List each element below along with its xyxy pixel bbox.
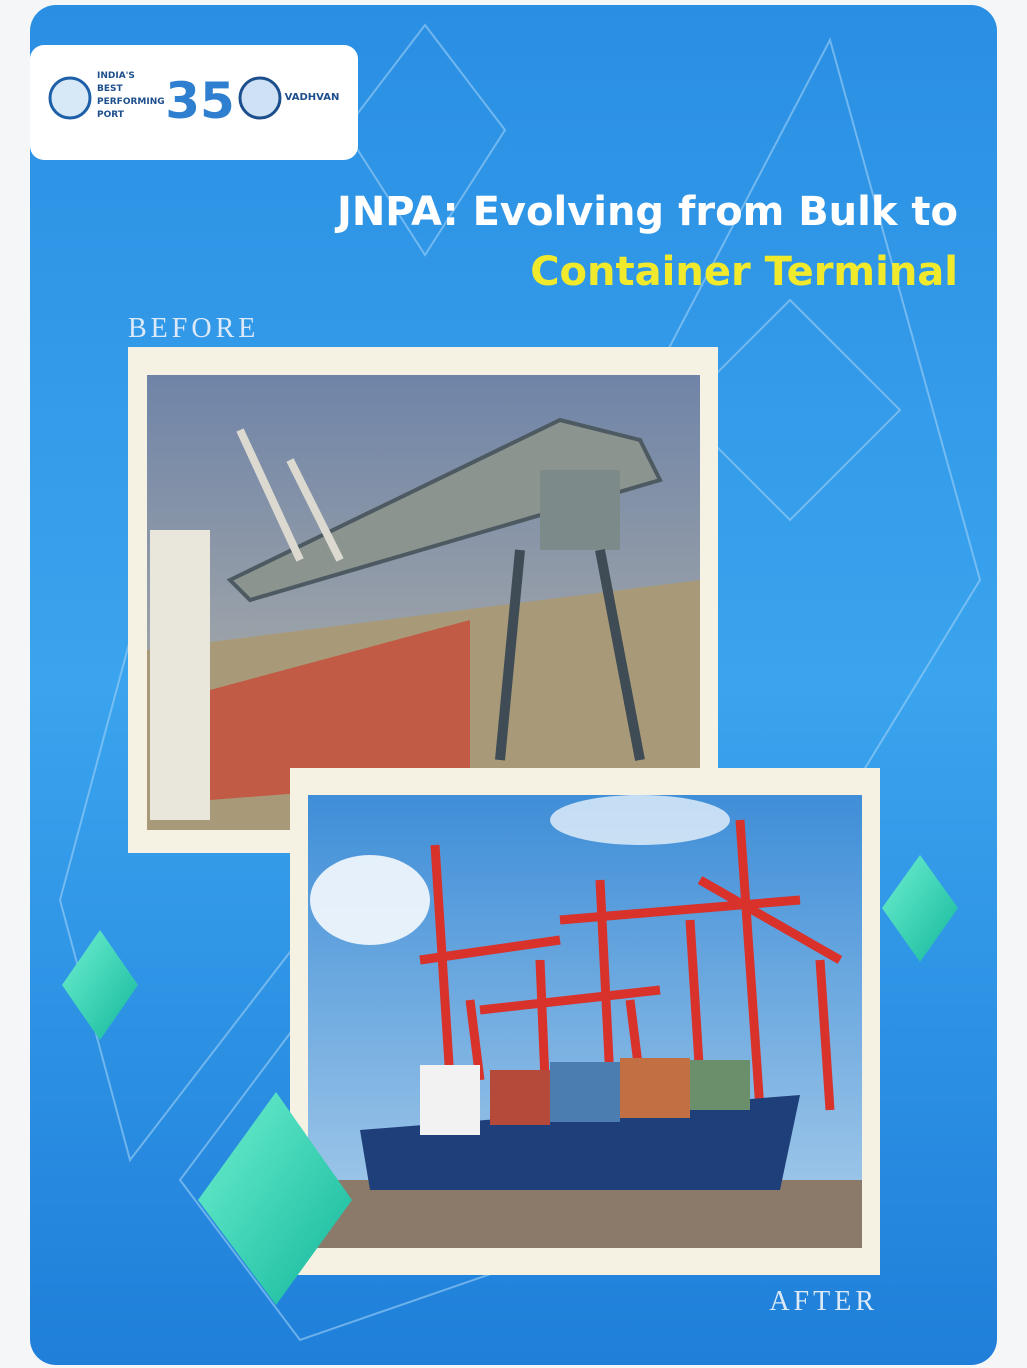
logo-text: PORT <box>97 110 125 120</box>
logo-text: PERFORMING <box>97 97 165 107</box>
page: INDIA'S BEST PERFORMING PORT 35 VADHVAN … <box>0 0 1027 1368</box>
after-label: AFTER <box>769 1286 878 1317</box>
photo-ship-hull <box>150 530 210 820</box>
photo-bridge <box>420 1065 480 1135</box>
photo-detail <box>620 1058 690 1118</box>
logo-text: INDIA'S <box>97 71 135 81</box>
photo-cloud <box>550 795 730 845</box>
photo-detail <box>550 1062 620 1122</box>
after-photo <box>290 768 880 1275</box>
title-line1: JNPA: Evolving from Bulk to <box>334 189 958 235</box>
logo-emblem <box>50 78 90 118</box>
before-label: BEFORE <box>128 313 259 344</box>
poster: INDIA'S BEST PERFORMING PORT 35 VADHVAN … <box>0 0 1027 1368</box>
logo-emblem <box>240 78 280 118</box>
logo-text: BEST <box>97 84 123 94</box>
logo-partner: VADHVAN <box>285 92 340 103</box>
photo-cloud <box>310 855 430 945</box>
photo-detail <box>490 1070 550 1125</box>
photo-crane-cab <box>540 470 620 550</box>
title-line2: Container Terminal <box>530 249 958 295</box>
photo-detail <box>690 1060 750 1110</box>
logo-anniversary: 35 <box>165 72 235 130</box>
photo-water <box>308 1180 862 1248</box>
